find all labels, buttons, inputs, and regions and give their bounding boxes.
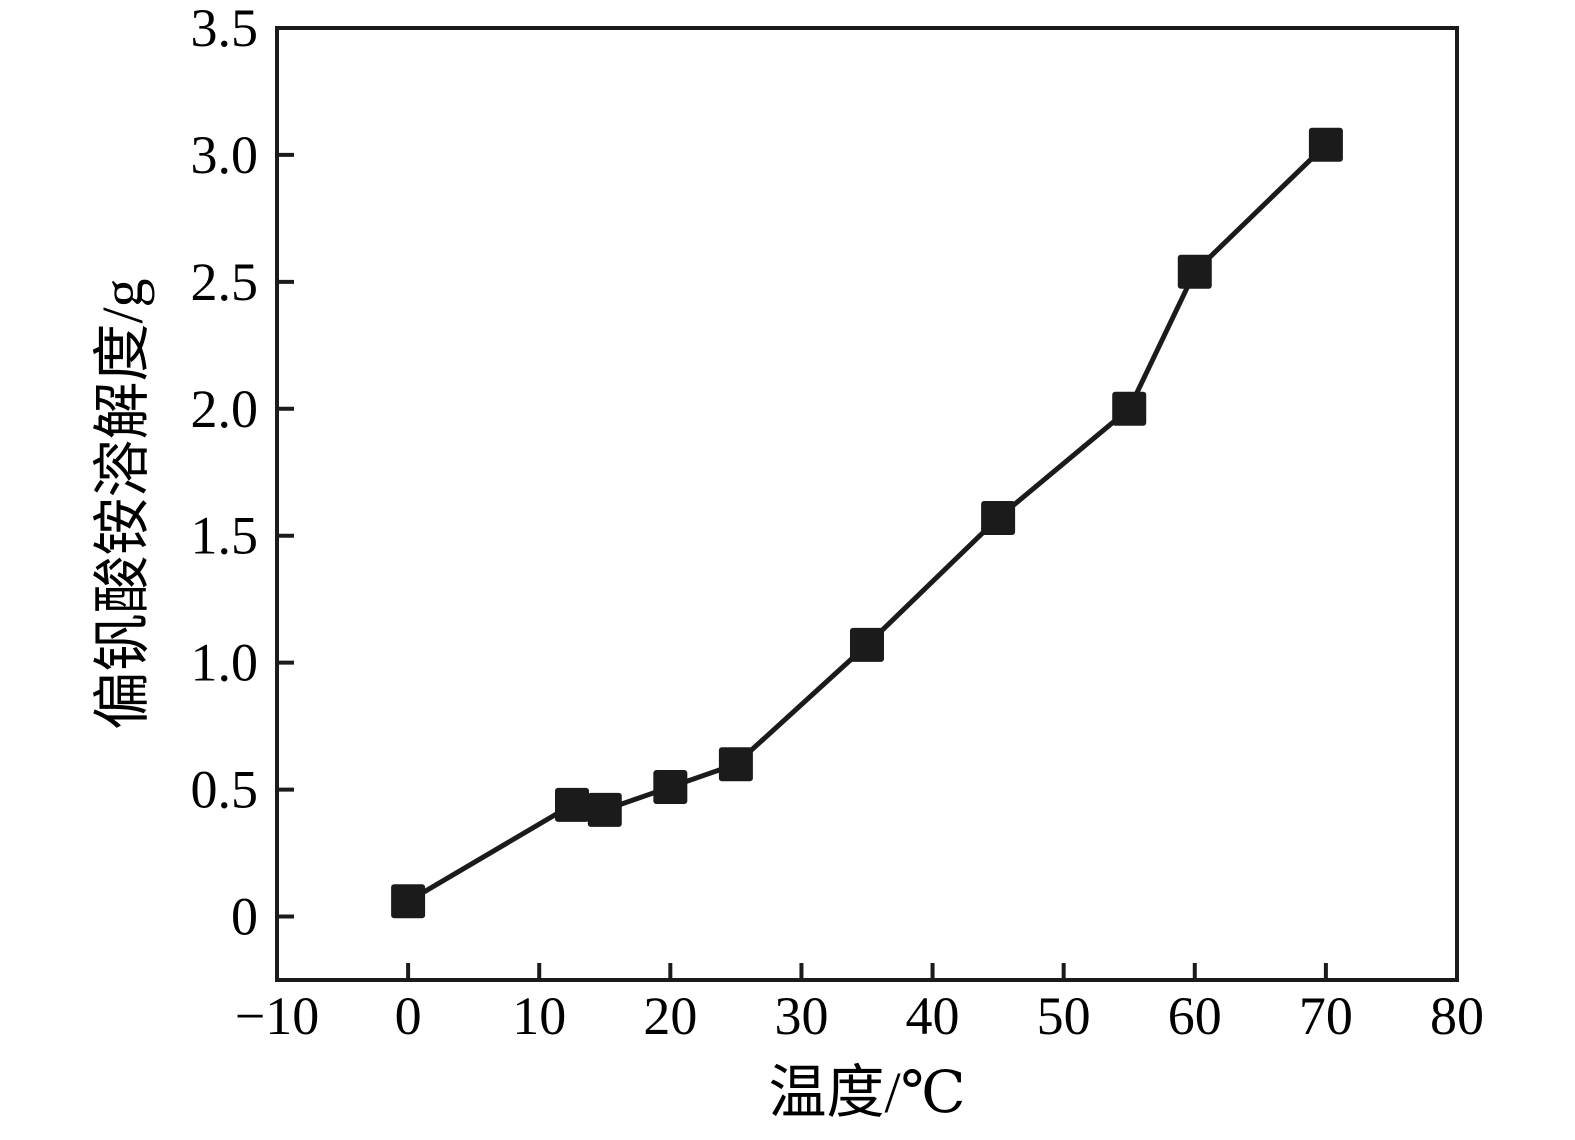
y-tick-label: 3.5 bbox=[191, 0, 259, 58]
plot-area-border bbox=[275, 26, 1459, 982]
x-tick-label: 40 bbox=[906, 986, 960, 1046]
y-tick-label: 2.5 bbox=[191, 252, 259, 312]
x-tick-label: 50 bbox=[1037, 986, 1091, 1046]
x-tick-label: 10 bbox=[512, 986, 566, 1046]
x-tick-label: −10 bbox=[235, 986, 319, 1046]
data-point-marker bbox=[587, 792, 622, 827]
y-tick-label: 1.5 bbox=[191, 506, 259, 566]
data-point-marker bbox=[981, 500, 1016, 535]
y-tick-label: 0.5 bbox=[191, 760, 259, 820]
y-tick-label: 1.0 bbox=[191, 633, 259, 693]
y-axis-ticks: 0 0.5 1.0 1.5 2.0 2.5 3.0 3.5 bbox=[191, 0, 294, 947]
data-point-marker bbox=[1308, 127, 1343, 162]
x-tick-label: 70 bbox=[1299, 986, 1353, 1046]
x-axis-ticks: −10 0 10 20 30 40 50 60 70 80 bbox=[235, 963, 1484, 1046]
x-tick-label: 20 bbox=[643, 986, 697, 1046]
data-point-marker bbox=[1177, 254, 1212, 289]
data-point-marker bbox=[718, 747, 753, 782]
x-axis-title: 温度/℃ bbox=[769, 1060, 966, 1125]
data-point-marker bbox=[391, 884, 426, 919]
x-tick-label: 30 bbox=[774, 986, 828, 1046]
y-tick-label: 3.0 bbox=[191, 125, 259, 185]
data-point-marker bbox=[555, 787, 589, 822]
x-tick-label: 0 bbox=[395, 986, 422, 1046]
y-tick-label: 0 bbox=[231, 887, 258, 947]
data-point-marker bbox=[1112, 391, 1147, 426]
data-point-marker bbox=[653, 770, 688, 805]
x-tick-label: 60 bbox=[1168, 986, 1222, 1046]
y-tick-label: 2.0 bbox=[191, 379, 259, 439]
y-axis-title: 偏钒酸铵溶解度/g bbox=[90, 278, 155, 729]
data-series bbox=[391, 127, 1343, 919]
data-point-marker bbox=[850, 627, 884, 662]
x-tick-label: 80 bbox=[1430, 986, 1484, 1046]
